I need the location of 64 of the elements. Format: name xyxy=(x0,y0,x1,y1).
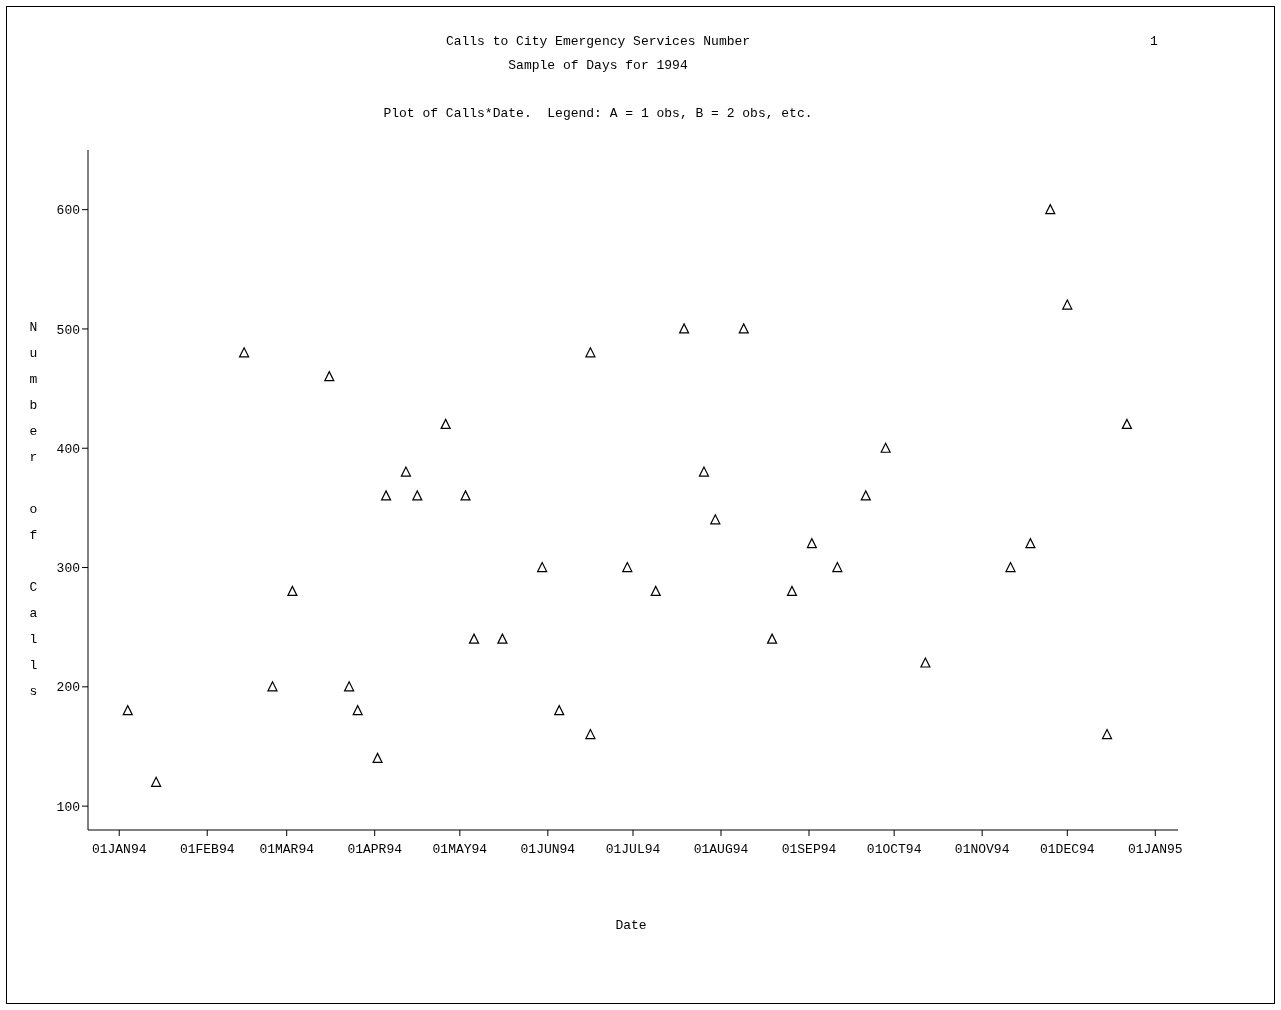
point xyxy=(151,776,162,787)
x-tick-label: 01APR94 xyxy=(347,842,403,858)
x-tick-label: 01FEB94 xyxy=(179,842,235,858)
text: Plot of Calls*Date. Legend: A = 1 obs, B = 2 obs, etc. xyxy=(382,106,814,121)
point xyxy=(344,681,355,692)
x-tick-label: 01JAN94 xyxy=(91,842,147,858)
x-tick-label: 01MAR94 xyxy=(259,842,315,858)
point xyxy=(554,705,565,716)
x-tick-label: 01MAY94 xyxy=(432,842,488,858)
point xyxy=(352,705,363,716)
point xyxy=(806,538,817,549)
point xyxy=(1025,538,1036,549)
x-tick-label: 01JAN95 xyxy=(1127,842,1183,858)
point xyxy=(710,514,721,525)
x-tick-label: 01JUL94 xyxy=(605,842,661,858)
point xyxy=(585,728,596,740)
y-axis-title: Number of Calls xyxy=(26,320,41,710)
x-tick-label: 01JUN94 xyxy=(520,842,576,858)
point xyxy=(622,561,633,573)
x-axis-title: Date xyxy=(614,918,648,933)
y-tick-label: 100 xyxy=(56,799,80,815)
x-tick-label: 01AUG94 xyxy=(693,842,749,858)
point xyxy=(766,633,778,644)
point xyxy=(372,752,383,764)
point xyxy=(880,442,891,453)
x-tick-label: 01SEP94 xyxy=(781,842,837,858)
point xyxy=(1045,204,1056,215)
point xyxy=(239,347,250,358)
y-tick-label: 300 xyxy=(56,561,80,577)
point xyxy=(400,466,412,477)
point xyxy=(650,585,661,596)
point xyxy=(860,490,871,501)
point xyxy=(440,418,451,429)
point xyxy=(1062,299,1073,310)
chart-title: Calls to City Emergency Services Number xyxy=(445,34,751,49)
point xyxy=(832,561,843,573)
y-tick-label: 200 xyxy=(56,680,80,696)
point xyxy=(468,633,480,644)
point xyxy=(460,490,471,501)
point xyxy=(267,681,278,692)
point xyxy=(497,633,508,644)
point xyxy=(537,561,548,573)
point xyxy=(585,347,596,358)
point xyxy=(287,585,298,596)
point xyxy=(1101,728,1113,740)
y-tick-label: 600 xyxy=(56,203,80,219)
chart-subtitle: Sample of Days for 1994 xyxy=(507,58,689,73)
point xyxy=(678,323,690,334)
y-tick-label: 400 xyxy=(56,441,80,457)
point xyxy=(1005,561,1016,573)
point xyxy=(1121,418,1133,429)
point xyxy=(786,585,798,596)
x-tick-label: 01OCT94 xyxy=(866,842,922,858)
point xyxy=(324,371,335,382)
x-tick-label: 01DEC94 xyxy=(1039,842,1095,858)
point xyxy=(698,466,710,477)
point xyxy=(122,705,133,716)
point xyxy=(920,657,931,668)
y-tick-label: 500 xyxy=(56,322,80,338)
point xyxy=(380,490,392,501)
point xyxy=(412,490,423,501)
point xyxy=(738,323,749,334)
text: 1 xyxy=(1150,34,1158,49)
x-tick-label: 01NOV94 xyxy=(954,842,1010,858)
